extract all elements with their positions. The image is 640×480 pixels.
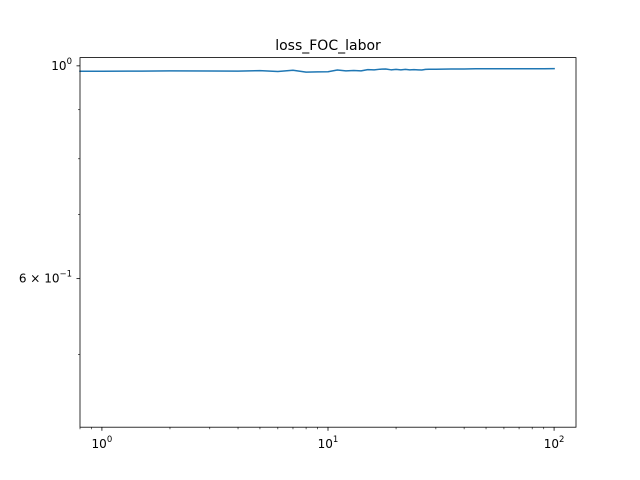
chart-title: loss_FOC_labor [275, 38, 381, 54]
series-line [79, 67, 555, 73]
x-axis-ticks: 100 101 102 [79, 427, 565, 451]
plot-area [80, 57, 576, 428]
x-tick-label: 100 [92, 435, 113, 451]
y-tick-label: 6 × 10−1 [19, 270, 72, 286]
x-tick-label: 101 [318, 435, 339, 451]
plot-frame [79, 57, 577, 428]
x-tick-label: 102 [544, 435, 565, 451]
y-axis-ticks: 100 6 × 10−1 [19, 57, 80, 355]
y-tick-label: 100 [51, 57, 72, 73]
